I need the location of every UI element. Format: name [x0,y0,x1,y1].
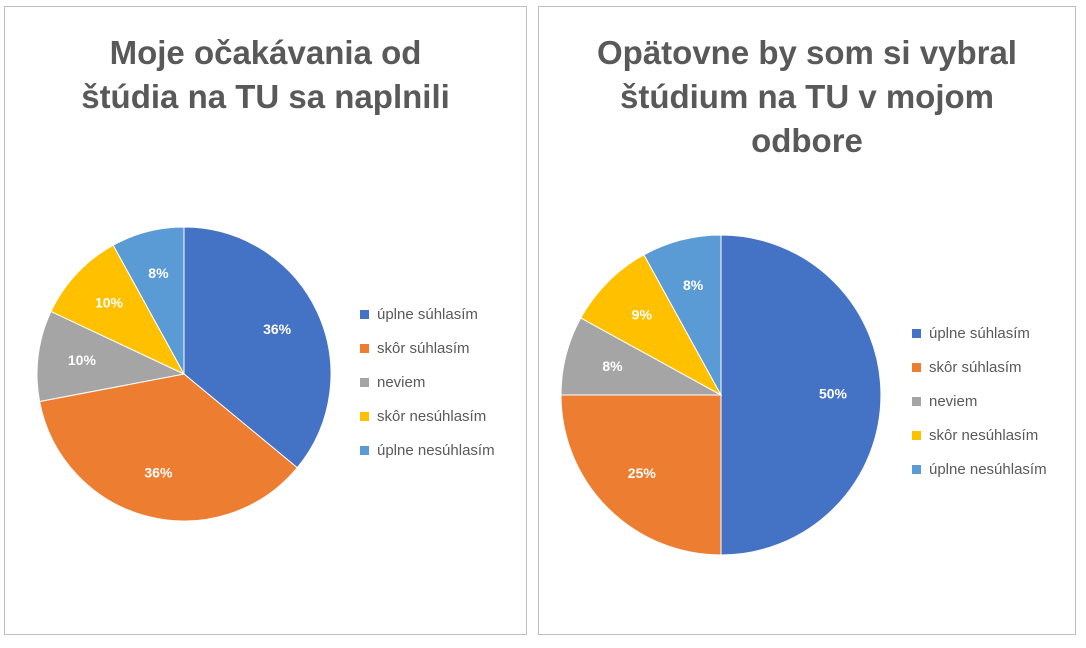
pie-slice [643,234,722,396]
legend-label: skôr súhlasím [929,358,1022,376]
slice-data-label: 36% [144,464,173,480]
legend-item: úplne súhlasím [912,316,1056,350]
legend-swatch [360,445,369,455]
pie-slice [580,254,723,397]
legend-item: skôr súhlasím [360,331,504,365]
legend-swatch [912,396,921,406]
legend-item: úplne nesúhlasím [360,433,504,467]
legend-item: skôr nesúhlasím [360,399,504,433]
slice-data-label: 9% [632,307,653,323]
slice-data-label: 50% [819,386,848,402]
pie-slice [560,394,722,556]
legend-swatch [360,309,369,319]
legend-item: neviem [912,384,1056,418]
slice-data-label: 10% [68,352,97,368]
legend-swatch [360,343,369,353]
pie-slice [50,244,186,376]
legend-swatch [360,411,369,421]
legend-label: neviem [377,373,426,391]
legend-swatch [912,362,921,372]
slice-data-label: 8% [683,277,704,293]
chart-panel-expectations: Moje očakávania od štúdia na TU sa napln… [4,6,527,635]
legend-label: skôr nesúhlasím [929,426,1039,444]
legend-item: skôr súhlasím [912,350,1056,384]
legend-item: neviem [360,365,504,399]
legend-label: úplne súhlasím [377,305,478,323]
chart-panel-choose-again: Opätovne by som si vybral štúdium na TU … [538,6,1076,635]
pie-slice [720,234,882,556]
chart-title: Opätovne by som si vybral štúdium na TU … [597,34,1017,159]
legend-swatch [360,377,369,387]
pie-chart: 50% 25% 8% 9% 8% [560,234,882,556]
slice-data-label: 25% [628,465,657,481]
legend-swatch [912,464,921,474]
legend-item: skôr nesúhlasím [912,418,1056,452]
slice-data-label: 8% [148,265,169,281]
pie-slice [36,310,186,403]
legend-label: skôr súhlasím [377,339,470,357]
legend-item: úplne nesúhlasím [912,452,1056,486]
legend-label: úplne nesúhlasím [377,441,495,459]
legend-label: neviem [929,392,978,410]
legend-item: úplne súhlasím [360,297,504,331]
pie-slice [183,226,332,469]
pie-chart: 36% 36% 10% 10% 8% [36,226,332,522]
pie-slice [112,226,185,375]
legend-swatch [912,430,921,440]
legend-label: úplne nesúhlasím [929,460,1047,478]
chart-title: Moje očakávania od štúdia na TU sa napln… [81,34,450,115]
legend: úplne súhlasím skôr súhlasím neviem skôr… [352,291,512,471]
legend-swatch [912,328,921,338]
slice-data-label: 10% [95,294,124,310]
legend-label: úplne súhlasím [929,324,1030,342]
legend: úplne súhlasím skôr súhlasím neviem skôr… [904,310,1064,490]
pie-slice [39,373,298,522]
legend-label: skôr nesúhlasím [377,407,487,425]
slice-data-label: 36% [263,321,292,337]
slice-data-label: 8% [602,358,623,374]
